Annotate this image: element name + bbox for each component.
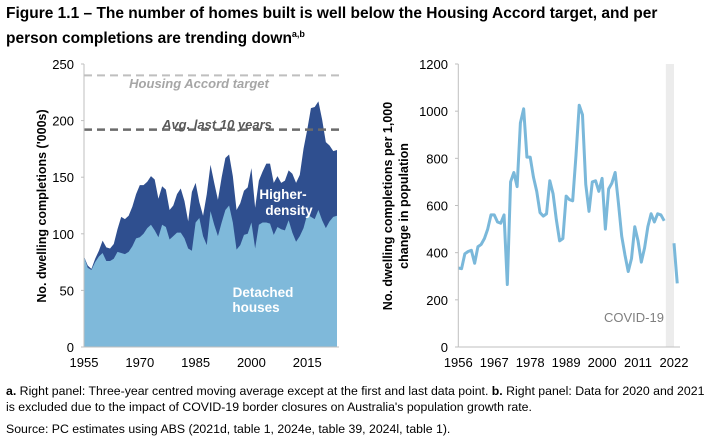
left-y-tick-label: 0 xyxy=(67,340,74,355)
source-note: Source: PC estimates using ABS (2021d, t… xyxy=(6,422,451,436)
left-y-axis-title: No. dwelling completions ('000s) xyxy=(35,109,49,302)
note-a-marker: a. xyxy=(6,384,17,398)
left-y-tick-label: 250 xyxy=(52,57,74,72)
right-x-tick-label: 1989 xyxy=(552,355,581,370)
right-y-tick-label: 600 xyxy=(426,199,448,214)
per-person-completions-line-1 xyxy=(457,103,666,287)
right-y-tick-label: 800 xyxy=(426,151,448,166)
left-y-tick-label: 200 xyxy=(52,114,74,129)
housing-accord-label: Housing Accord target xyxy=(129,76,269,91)
per-person-completions-line-2 xyxy=(672,243,679,284)
title-superscript: a,b xyxy=(291,29,305,39)
left-panel: 0 50 100 150 200 250 1955 1970 1985 2000 2015 xyxy=(52,57,339,370)
right-y-axis-title-2: change in population xyxy=(397,143,411,269)
detached-houses-area xyxy=(84,205,337,347)
right-y-axis-title-1: No. dwelling completions per 1,000 xyxy=(381,102,395,310)
left-x-tick-label: 2000 xyxy=(237,355,266,370)
higher-density-label-1: Higher- xyxy=(259,187,306,202)
right-y-tick-label: 1000 xyxy=(419,104,448,119)
avg-10-years-label: Avg. last 10 years xyxy=(161,117,272,132)
right-x-tick-label: 1956 xyxy=(444,355,473,370)
footnotes: a. Right panel: Three-year centred movin… xyxy=(6,383,706,415)
note-b: Right panel: Data for 2020 and 2021 is e… xyxy=(6,384,705,414)
left-x-tick-label: 2015 xyxy=(293,355,322,370)
detached-label-1: Detached xyxy=(233,285,294,300)
note-b-marker: b. xyxy=(491,384,503,398)
note-a: Right panel: Three-year centred moving a… xyxy=(16,384,492,398)
right-x-tick-label: 1978 xyxy=(516,355,545,370)
covid-shaded-region xyxy=(665,64,674,347)
right-x-tick-label: 2011 xyxy=(624,355,652,370)
covid-label: COVID-19 xyxy=(604,310,664,325)
title-text: Figure 1.1 – The number of homes built i… xyxy=(6,5,658,48)
right-y-tick-label: 400 xyxy=(426,246,448,261)
right-x-tick-label: 2022 xyxy=(660,355,689,370)
left-x-tick-label: 1985 xyxy=(181,355,210,370)
right-y-tick-label: 1200 xyxy=(419,57,448,72)
figure-title: Figure 1.1 – The number of homes built i… xyxy=(6,3,706,49)
right-y-tick-label: 0 xyxy=(441,340,448,355)
left-y-tick-label: 150 xyxy=(52,170,74,185)
higher-density-label-2: density xyxy=(265,203,313,218)
right-panel: COVID-19 0 200 400 600 800 1000 1200 1956 1967 197… xyxy=(419,57,688,370)
left-y-tick-label: 100 xyxy=(52,227,74,242)
left-x-tick-label: 1970 xyxy=(125,355,154,370)
right-x-tick-label: 2000 xyxy=(588,355,617,370)
figure-notes: a. Right panel: Three-year centred movin… xyxy=(6,383,706,437)
right-y-tick-label: 200 xyxy=(426,293,448,308)
left-y-tick-label: 50 xyxy=(60,283,74,298)
left-x-tick-label: 1955 xyxy=(70,355,99,370)
right-x-tick-label: 1967 xyxy=(480,355,509,370)
detached-label-2: houses xyxy=(232,300,279,315)
